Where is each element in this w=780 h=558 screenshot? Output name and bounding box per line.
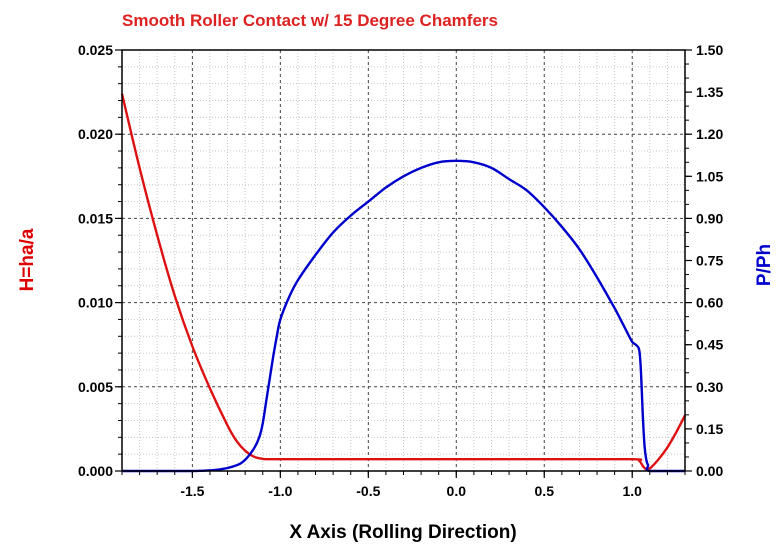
axes: -1.5 -1.0 -0.5 0.0 0.5 1.0 0.000 0.005 0.010 0.01… — [78, 42, 724, 499]
y-left-tick-label: 0.015 — [78, 210, 113, 226]
x-tick-label: -1.0 — [268, 483, 292, 499]
y-right-tick-label: 0.75 — [696, 253, 723, 269]
y-right-tick-label: 0.00 — [696, 463, 723, 479]
y-right-tick-label: 0.15 — [696, 421, 723, 437]
y-right-tick-label: 1.05 — [696, 168, 723, 184]
x-axis-title: X Axis (Rolling Direction) — [289, 522, 516, 543]
y-left-tick-label: 0.025 — [78, 42, 113, 58]
y-right-tick-label: 0.90 — [696, 210, 723, 226]
x-tick-label: 0.0 — [447, 483, 467, 499]
film-thickness-series-line — [120, 93, 687, 471]
y-left-tick-label: 0.000 — [78, 463, 113, 479]
y-left-tick-label: 0.010 — [78, 295, 113, 311]
grid — [121, 50, 686, 471]
right-axis-title: P/Ph — [754, 244, 775, 286]
y-right-tick-label: 1.50 — [696, 42, 723, 58]
x-tick-label: -1.5 — [180, 483, 204, 499]
y-right-tick-label: 0.30 — [696, 379, 723, 395]
y-left-tick-label: 0.020 — [78, 126, 113, 142]
y-right-tick-label: 0.60 — [696, 295, 723, 311]
y-right-tick-label: 1.20 — [696, 126, 723, 142]
x-tick-label: 1.0 — [622, 483, 642, 499]
pressure-series-line — [122, 159, 685, 473]
y-left-tick-label: 0.005 — [78, 379, 113, 395]
left-axis-title: H=ha/a — [17, 228, 38, 291]
x-tick-label: 0.5 — [535, 483, 555, 499]
y-right-tick-label: 0.45 — [696, 337, 723, 353]
chart-title: Smooth Roller Contact w/ 15 Degree Chamf… — [122, 11, 498, 30]
series-layer — [120, 93, 687, 473]
y-right-tick-label: 1.35 — [696, 84, 723, 100]
x-tick-label: -0.5 — [356, 483, 380, 499]
